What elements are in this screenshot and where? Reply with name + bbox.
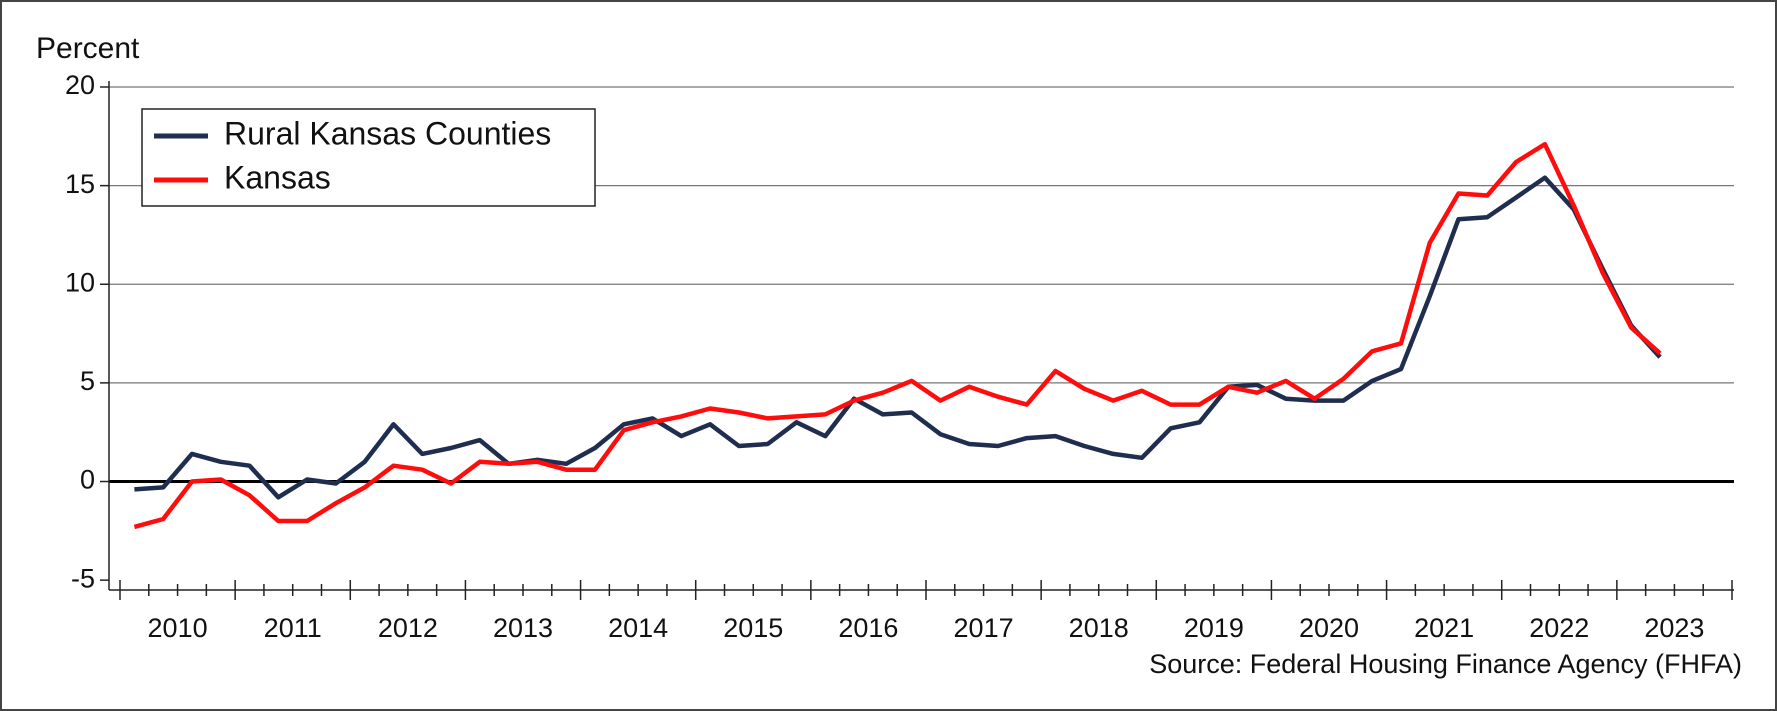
x-tick-label: 2015	[723, 613, 783, 643]
x-tick-label: 2011	[264, 613, 322, 643]
source: Source: Federal Housing Finance Agency (…	[1149, 649, 1742, 679]
series-line	[133, 141, 1662, 530]
y-tick-label: 20	[65, 70, 95, 100]
x-tick-label: 2014	[608, 613, 668, 643]
legend-label: Kansas	[224, 159, 331, 195]
x-tick-label: 2017	[954, 613, 1014, 643]
x-tick-label: 2010	[148, 613, 208, 643]
x-tick-label: 2013	[493, 613, 553, 643]
x-tick-label: 2018	[1069, 613, 1129, 643]
x-tick-label: 2023	[1644, 613, 1704, 643]
y-tick-label: 0	[80, 465, 95, 495]
y-tick-label: 5	[80, 366, 95, 396]
x-tick-label: 2019	[1184, 613, 1244, 643]
x-tick-label: 2016	[838, 613, 898, 643]
y-tick-label: 15	[65, 169, 95, 199]
legend-box	[141, 108, 596, 207]
y-axis-label: Percent	[36, 32, 140, 65]
x-tick-label: 2021	[1414, 613, 1474, 643]
x-tick-label: 2012	[378, 613, 438, 643]
x-tick-label: 2020	[1299, 613, 1359, 643]
x-tick-label: 2022	[1529, 613, 1589, 643]
y-tick-label: -5	[71, 563, 95, 593]
legend-label: Rural Kansas Counties	[224, 115, 551, 151]
series-line	[134, 175, 1662, 500]
y-tick-label: 10	[65, 267, 95, 297]
